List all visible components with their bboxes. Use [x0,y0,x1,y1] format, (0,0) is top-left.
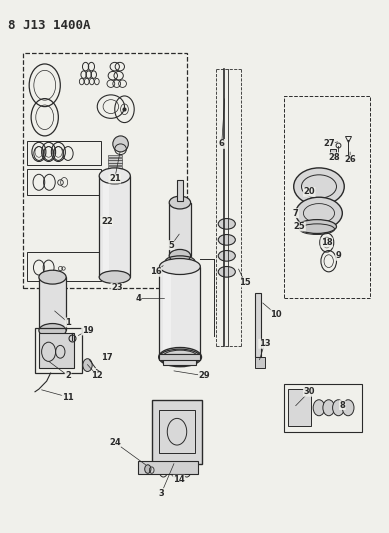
Bar [27,252,101,281]
Ellipse shape [159,349,200,365]
Bar [255,357,265,368]
Text: 15: 15 [239,278,251,287]
Bar [108,163,122,165]
Bar [108,155,122,157]
Bar [27,169,101,195]
Circle shape [323,400,335,416]
Bar [163,354,196,365]
Text: 9: 9 [336,252,341,260]
Text: 8 J13 1400A: 8 J13 1400A [8,19,90,31]
Text: 8: 8 [340,401,345,409]
Text: 17: 17 [101,353,113,361]
Bar [108,166,122,168]
Text: 18: 18 [321,238,333,247]
Bar [255,293,261,357]
Bar [103,181,109,272]
Ellipse shape [218,266,235,277]
Bar [169,203,191,256]
Ellipse shape [218,251,235,261]
Text: 13: 13 [259,340,270,348]
Text: 16: 16 [150,268,161,276]
Bar [99,176,130,277]
Ellipse shape [169,196,191,209]
Circle shape [145,465,151,473]
Text: 14: 14 [173,475,185,484]
Text: 23: 23 [111,284,123,292]
Bar [39,333,74,368]
Ellipse shape [298,220,336,233]
Bar [108,158,122,160]
Ellipse shape [99,271,130,284]
Text: 21: 21 [109,174,121,183]
Circle shape [313,400,325,416]
Ellipse shape [113,136,128,152]
Bar [159,354,200,360]
Bar [177,180,183,201]
Bar [27,141,101,165]
Text: 27: 27 [323,140,335,148]
Ellipse shape [39,270,66,284]
Circle shape [333,400,344,416]
Bar [159,410,194,453]
Bar [159,266,200,357]
Circle shape [342,400,354,416]
Text: 30: 30 [303,387,315,396]
Text: 28: 28 [329,153,340,161]
Text: 3: 3 [159,489,164,497]
Ellipse shape [218,219,235,229]
Bar [284,96,370,298]
Text: 6: 6 [219,140,225,148]
Text: 24: 24 [109,438,121,447]
Ellipse shape [294,168,344,205]
Bar [39,277,66,330]
Text: 5: 5 [168,241,174,249]
Bar [284,384,362,432]
Text: 25: 25 [294,222,305,231]
Text: 4: 4 [135,294,141,303]
Text: 12: 12 [91,372,103,380]
Bar [108,168,122,171]
Text: 29: 29 [198,372,210,380]
Text: 11: 11 [62,393,74,401]
Text: 22: 22 [101,217,113,225]
Bar [23,53,187,288]
Bar [138,461,198,474]
Text: 19: 19 [82,326,93,335]
Text: 20: 20 [303,188,315,196]
Bar [288,389,311,426]
Ellipse shape [99,168,130,184]
Text: 10: 10 [270,310,282,319]
Circle shape [83,359,92,372]
Text: 1: 1 [65,318,71,327]
Ellipse shape [159,259,200,274]
Bar [35,328,82,373]
Bar [108,160,122,163]
Ellipse shape [39,324,66,337]
Text: 7: 7 [293,209,298,217]
Text: 26: 26 [344,156,356,164]
Text: 2: 2 [65,372,71,380]
Ellipse shape [169,249,191,262]
Bar [163,272,171,352]
Ellipse shape [296,197,342,229]
Bar [152,400,202,464]
Ellipse shape [218,235,235,245]
